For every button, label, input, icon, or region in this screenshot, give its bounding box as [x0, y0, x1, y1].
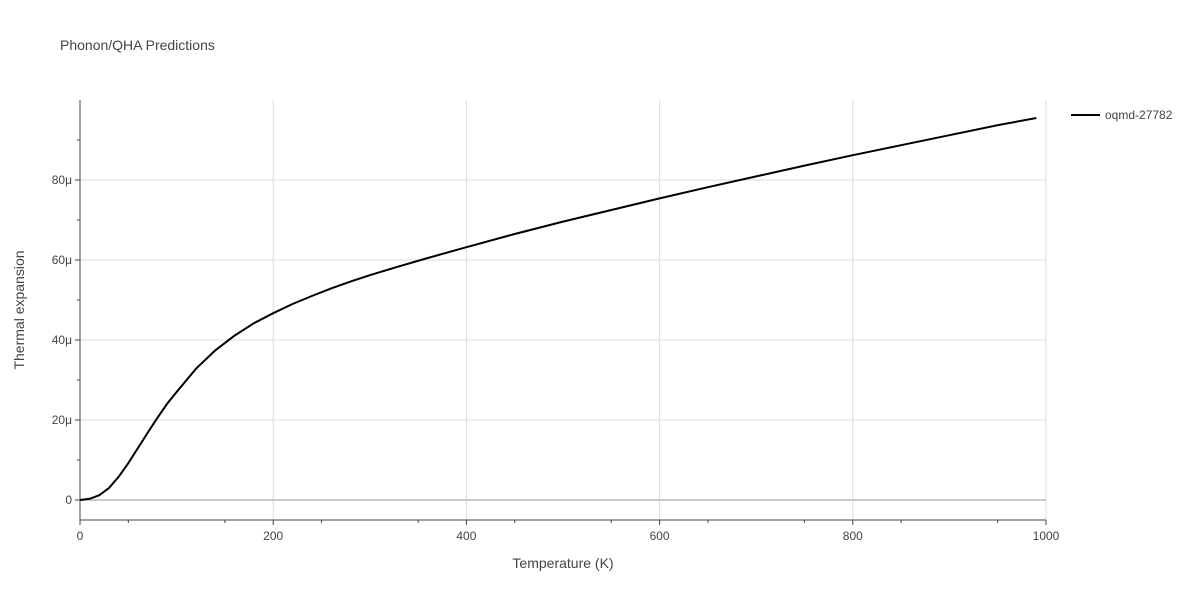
- y-axis-title: Thermal expansion: [11, 250, 27, 369]
- x-tick-label: 1000: [1033, 529, 1060, 543]
- series-layer: [79, 117, 1037, 501]
- y-tick-label: 20μ: [52, 413, 72, 427]
- y-tick-label: 0: [65, 493, 72, 507]
- x-tick-label: 400: [456, 529, 476, 543]
- y-tick-label: 60μ: [52, 253, 72, 267]
- series-line-oqmd-27782[interactable]: [79, 117, 1037, 501]
- x-axis-title: Temperature (K): [512, 555, 613, 571]
- axes: 0 200 400 600 800 1000 0 20μ 40μ 60μ 80μ: [52, 100, 1060, 543]
- y-tick-label: 80μ: [52, 173, 72, 187]
- y-tick-label: 40μ: [52, 333, 72, 347]
- legend-label[interactable]: oqmd-27782: [1105, 108, 1173, 122]
- x-tick-label: 800: [843, 529, 863, 543]
- chart-title: Phonon/QHA Predictions: [60, 37, 215, 53]
- x-tick-label: 200: [263, 529, 283, 543]
- x-tick-label: 0: [77, 529, 84, 543]
- grid: [80, 100, 1047, 520]
- x-tick-label: 600: [650, 529, 670, 543]
- legend[interactable]: oqmd-27782: [1071, 108, 1173, 122]
